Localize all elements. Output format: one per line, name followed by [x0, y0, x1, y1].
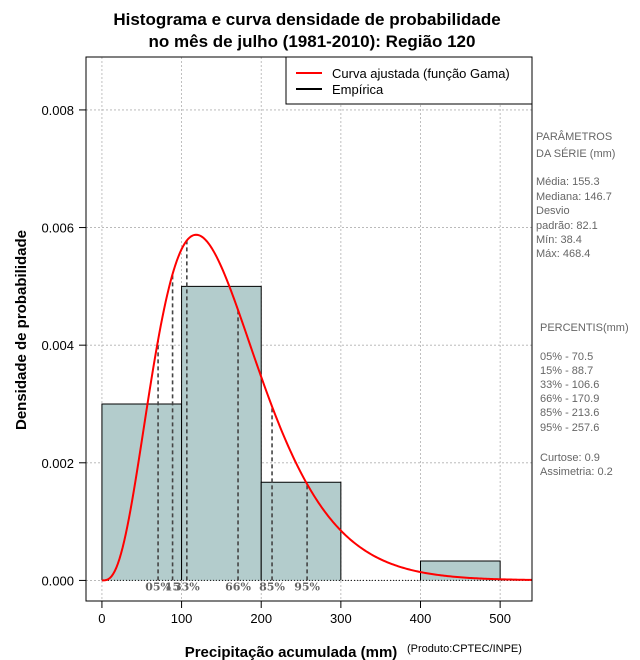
gamma-curve-group: [101, 233, 533, 582]
x-tick-label: 200: [250, 611, 272, 626]
y-tick-label: 0.004: [41, 338, 74, 353]
percentile-line: Curtose: 0.9: [540, 452, 600, 464]
y-axis-label: Densidade de probabilidade: [13, 230, 30, 430]
param-line: Desvio: [536, 205, 570, 217]
param-line: Média: 155.3: [536, 176, 600, 188]
percentile-label: 15: [165, 580, 180, 593]
y-tick-label: 0.002: [41, 456, 74, 471]
histogram-bar-outline: [181, 285, 262, 581]
param-line: Mín: 38.4: [536, 234, 582, 246]
x-tick-label: 0: [98, 611, 105, 626]
x-tick-label: 500: [489, 611, 511, 626]
y-axis: 0.000 0.002 0.004 0.006 0.008: [41, 103, 86, 588]
percentile-line: 95% - 257.6: [540, 422, 599, 434]
x-tick-label: 300: [330, 611, 352, 626]
histogram-bar: [101, 403, 182, 581]
chart-title-line2: no mês de julho (1981-2010): Região 120: [149, 32, 476, 51]
param-line: Mediana: 146.7: [536, 191, 612, 203]
percentile-line: 15% - 88.7: [540, 365, 593, 377]
histogram-bar-outline: [420, 560, 501, 581]
series-parameters-panel: PARÂMETROS DA SÉRIE (mm) Média: 155.3 Me…: [536, 130, 615, 260]
percentile-label: 33%: [174, 580, 200, 593]
chart-title-line1: Histograma e curva densidade de probabil…: [113, 10, 500, 29]
histogram-bar: [261, 482, 341, 581]
percentile-line: 66% - 170.9: [540, 393, 599, 405]
percentile-markers: [157, 240, 308, 581]
percentile-label: 66%: [225, 580, 251, 593]
percentile-line: 85% - 213.6: [540, 407, 599, 419]
param-line: DA SÉRIE (mm): [536, 147, 615, 160]
product-credit: (Produto:CPTEC/INPE): [407, 643, 522, 655]
percentile-line: Assimetria: 0.2: [540, 466, 613, 478]
gamma-curve: [101, 233, 533, 582]
param-line: Máx: 468.4: [536, 248, 590, 260]
x-axis: 0 100 200 300 400 500: [98, 600, 511, 626]
legend-box: [285, 56, 533, 105]
legend-label-empirical: Empírica: [332, 82, 384, 97]
legend-label-curve: Curva ajustada (função Gama): [332, 66, 510, 81]
histogram-bar: [181, 286, 262, 581]
percentile-line: 33% - 106.6: [540, 379, 599, 391]
param-line: PARÂMETROS: [536, 130, 612, 143]
percentiles-panel: PERCENTIS(mm) 05% - 70.5 15% - 88.7 33% …: [540, 322, 629, 478]
histogram-bars: [101, 285, 532, 581]
y-tick-label: 0.008: [41, 103, 74, 118]
x-tick-label: 400: [410, 611, 432, 626]
x-tick-label: 100: [171, 611, 193, 626]
y-tick-label: 0.006: [41, 221, 74, 236]
percentile-label: 85%: [259, 580, 285, 593]
percentile-label: 05%: [145, 580, 171, 593]
percentile-line: 05% - 70.5: [540, 351, 593, 363]
param-line: padrão: 82.1: [536, 220, 598, 232]
x-axis-label: Precipitação acumulada (mm): [185, 644, 398, 660]
percentile-line: PERCENTIS(mm): [540, 322, 629, 334]
legend: Curva ajustada (função Gama) Empírica: [285, 56, 533, 105]
y-tick-label: 0.000: [41, 573, 74, 588]
percentile-label: 95%: [294, 580, 320, 593]
